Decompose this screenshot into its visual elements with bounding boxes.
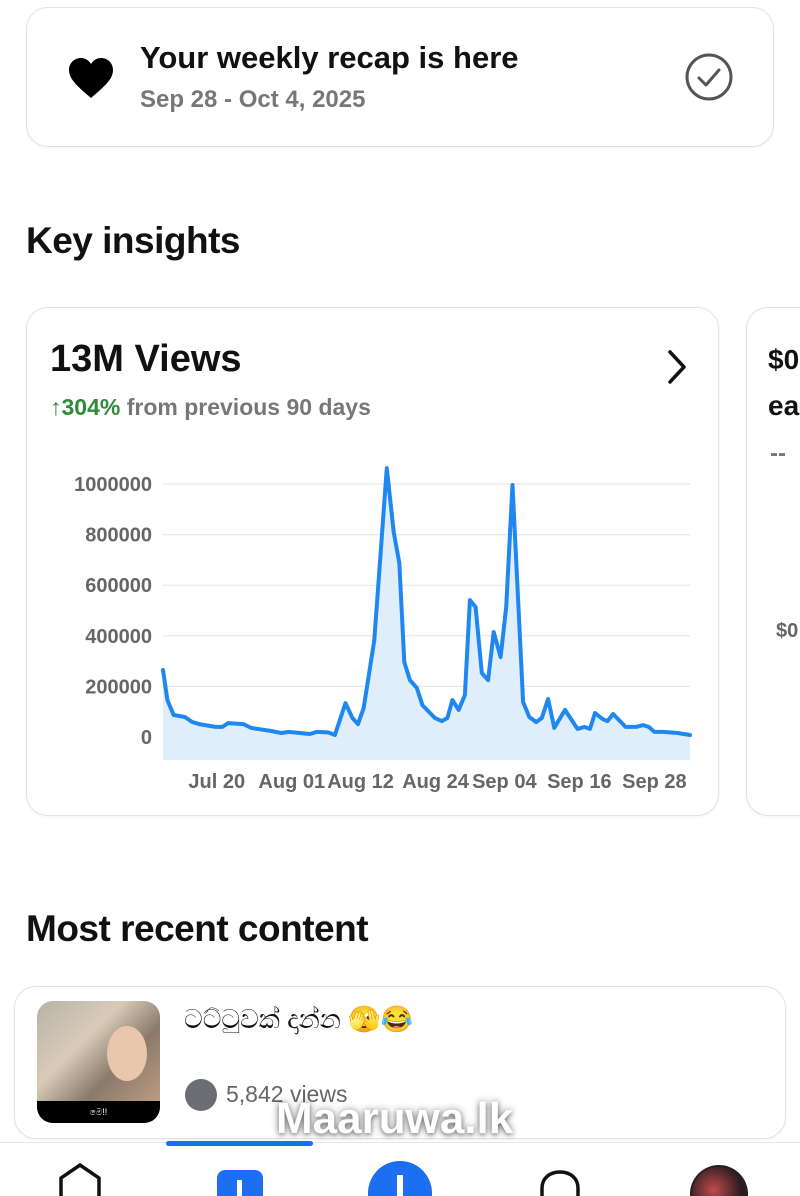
x-tick-label: Sep 16: [547, 771, 611, 793]
views-chart: 0 200000 400000 600000 800000 1000000 Jul 20 Au…: [74, 466, 692, 793]
earnings-insight-card[interactable]: [746, 307, 800, 816]
thumbnail-caption: මෙ!!: [37, 1101, 160, 1123]
x-tick-label: Sep 28: [622, 771, 686, 793]
earnings-axis-label: $0: [776, 620, 799, 642]
y-tick-label: 600000: [85, 575, 152, 597]
x-tick-label: Aug 12: [327, 771, 394, 793]
content-views: 5,842 views: [226, 1081, 348, 1107]
area-fill: [163, 468, 690, 760]
analytics-icon[interactable]: [217, 1170, 263, 1196]
x-tick-label: Aug 24: [402, 771, 470, 793]
x-tick-label: Aug 01: [258, 771, 325, 793]
chevron-right-icon[interactable]: [664, 348, 690, 386]
y-tick-label: 1000000: [74, 474, 152, 496]
views-total: 13M Views: [50, 338, 242, 380]
key-insights-heading: Key insights: [26, 220, 241, 261]
most-recent-heading: Most recent content: [26, 908, 369, 949]
views-change-suffix: from previous 90 days: [120, 394, 371, 420]
x-tick-label: Jul 20: [188, 771, 245, 793]
earnings-title-line2: ea: [768, 390, 800, 421]
heart-icon: [69, 58, 113, 98]
weekly-recap-card[interactable]: [26, 7, 774, 147]
watermark: Maaruwa.lk: [276, 1094, 514, 1143]
active-tab-indicator: [166, 1141, 313, 1146]
series-line: [161, 466, 692, 737]
check-circle-icon[interactable]: [685, 53, 733, 101]
y-tick-label: 400000: [85, 626, 152, 648]
globe-icon: [185, 1079, 217, 1111]
y-tick-label: 0: [141, 727, 152, 749]
recap-date-range: Sep 28 - Oct 4, 2025: [140, 86, 366, 113]
recap-title: Your weekly recap is here: [140, 40, 519, 75]
views-change: ↑304% from previous 90 days: [50, 394, 371, 421]
content-title[interactable]: ටට්ටුවක් දාන්න 🫣😂: [184, 1004, 413, 1034]
y-tick-label: 200000: [85, 676, 152, 698]
earnings-title: $0: [768, 344, 800, 375]
y-tick-label: 800000: [85, 525, 152, 547]
notifications-icon[interactable]: [536, 1170, 584, 1196]
content-thumbnail[interactable]: මෙ!!: [37, 1001, 160, 1123]
home-icon[interactable]: [56, 1162, 104, 1196]
views-change-percent: ↑304%: [50, 394, 121, 420]
x-tick-label: Sep 04: [472, 771, 537, 793]
earnings-change: --: [770, 440, 786, 467]
